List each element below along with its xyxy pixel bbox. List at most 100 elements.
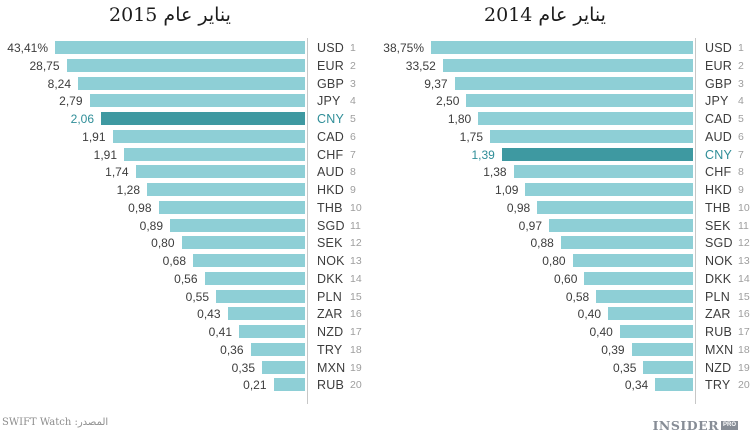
currency-code: THB	[317, 200, 343, 215]
currency-code: RUB	[705, 325, 732, 339]
currency-code: TRY	[705, 378, 731, 393]
bar-row: 1,38 CHF 8	[375, 165, 750, 179]
value-label: 0,36	[220, 342, 244, 357]
bar	[596, 289, 693, 303]
bar-row: 0,40 ZAR 16	[375, 307, 750, 321]
rank-number: 15	[738, 290, 750, 303]
rank-number: 11	[738, 219, 749, 232]
value-label: 0,41	[208, 325, 232, 339]
bar-row: 2,50 JPY 4	[375, 94, 750, 108]
bar-row: 0,80 NOK 13	[375, 254, 750, 268]
currency-code: CAD	[705, 112, 732, 126]
currency-code: JPY	[317, 94, 341, 109]
rank-number: 20	[738, 379, 750, 392]
bar-row: 1,80 CAD 5	[375, 112, 750, 126]
value-label: 2,50	[436, 94, 460, 109]
rank-number: 16	[350, 308, 362, 321]
value-label: 2,79	[59, 94, 83, 109]
currency-code: CNY	[705, 147, 732, 162]
value-label: 43,41%	[7, 41, 48, 55]
chart-title-2014: يناير عام 2014	[484, 4, 606, 26]
currency-code: NZD	[317, 325, 344, 339]
bar-row: 0,36 TRY 18	[0, 342, 375, 357]
rank-number: 4	[350, 95, 356, 108]
bar-row: 33,52 EUR 2	[375, 58, 750, 73]
value-label: 1,28	[116, 183, 140, 197]
bar	[239, 325, 305, 338]
currency-code: CNY	[317, 112, 344, 126]
chart-2014: يناير عام 2014 38,75% USD 1 33,52 EUR 2 …	[375, 0, 750, 438]
bar	[525, 183, 693, 196]
insider-logo-text: INSIDER	[652, 418, 719, 433]
rank-number: 16	[738, 308, 750, 321]
currency-code: JPY	[705, 94, 729, 109]
value-label: 0,39	[601, 342, 625, 357]
rank-number: 1	[350, 42, 356, 54]
rank-number: 7	[350, 148, 356, 161]
rank-number: 8	[350, 166, 356, 179]
currency-code: CHF	[705, 165, 732, 180]
currency-code: ZAR	[317, 307, 343, 322]
value-label: 0,35	[231, 360, 255, 375]
value-label: 1,75	[459, 129, 483, 144]
value-label: 38,75%	[383, 41, 424, 55]
currency-code: AUD	[317, 165, 344, 180]
bar-row: 0,21 RUB 20	[0, 378, 375, 392]
currency-code: NOK	[317, 254, 345, 268]
bar	[490, 129, 693, 143]
bar-row: 0,56 DKK 14	[0, 271, 375, 286]
rank-number: 18	[738, 343, 750, 356]
bar	[193, 254, 305, 267]
bar	[608, 307, 693, 321]
bar	[454, 76, 693, 90]
bar	[227, 307, 305, 321]
currency-code: RUB	[317, 378, 344, 393]
bar-row: 2,06 CNY 5	[0, 112, 375, 126]
rank-number: 6	[738, 130, 744, 143]
bar-row: 0,68 NOK 13	[0, 254, 375, 268]
rank-number: 6	[350, 130, 356, 143]
currency-code: SEK	[317, 236, 343, 251]
rank-number: 18	[350, 343, 362, 356]
bar-row: 1,28 HKD 9	[0, 183, 375, 197]
rank-number: 17	[738, 326, 750, 338]
value-label: 0,68	[162, 254, 186, 268]
rank-number: 17	[350, 326, 362, 338]
bar-row: 0,60 DKK 14	[375, 271, 750, 286]
currency-code: SGD	[317, 218, 345, 233]
bar	[204, 271, 305, 285]
bar	[513, 165, 693, 179]
value-label: 0,34	[624, 378, 649, 393]
value-label: 0,98	[506, 200, 531, 215]
bar-row: 1,74 AUD 8	[0, 165, 375, 179]
bar-row: 0,98 THB 10	[375, 200, 750, 215]
value-label: 9,37	[424, 76, 448, 91]
bar	[619, 325, 693, 338]
bar	[66, 58, 305, 72]
rank-number: 19	[738, 361, 750, 374]
rank-number: 20	[350, 379, 362, 392]
value-label: 0,35	[613, 360, 637, 375]
bar	[537, 200, 693, 214]
bar-row: 0,58 PLN 15	[375, 289, 750, 304]
value-label: 1,80	[447, 112, 472, 126]
bar	[124, 147, 305, 161]
bar-row: 0,98 THB 10	[0, 200, 375, 215]
bar-row: 0,39 MXN 18	[375, 342, 750, 357]
value-label: 1,74	[105, 165, 129, 180]
bar-row: 1,91 CAD 6	[0, 129, 375, 144]
value-label: 0,21	[243, 378, 267, 393]
bar	[584, 271, 693, 285]
currency-code: EUR	[705, 58, 732, 73]
rank-number: 3	[350, 77, 356, 90]
currency-code: NOK	[705, 254, 733, 268]
currency-code: DKK	[317, 271, 344, 286]
bar-row: 1,39 CNY 7	[375, 147, 750, 162]
rank-number: 5	[350, 113, 356, 125]
value-label: 0,60	[554, 271, 578, 286]
currency-code: PLN	[705, 289, 730, 304]
rank-number: 2	[350, 59, 356, 72]
rank-number: 13	[738, 255, 750, 267]
currency-code: EUR	[317, 58, 344, 73]
bar	[655, 378, 693, 392]
